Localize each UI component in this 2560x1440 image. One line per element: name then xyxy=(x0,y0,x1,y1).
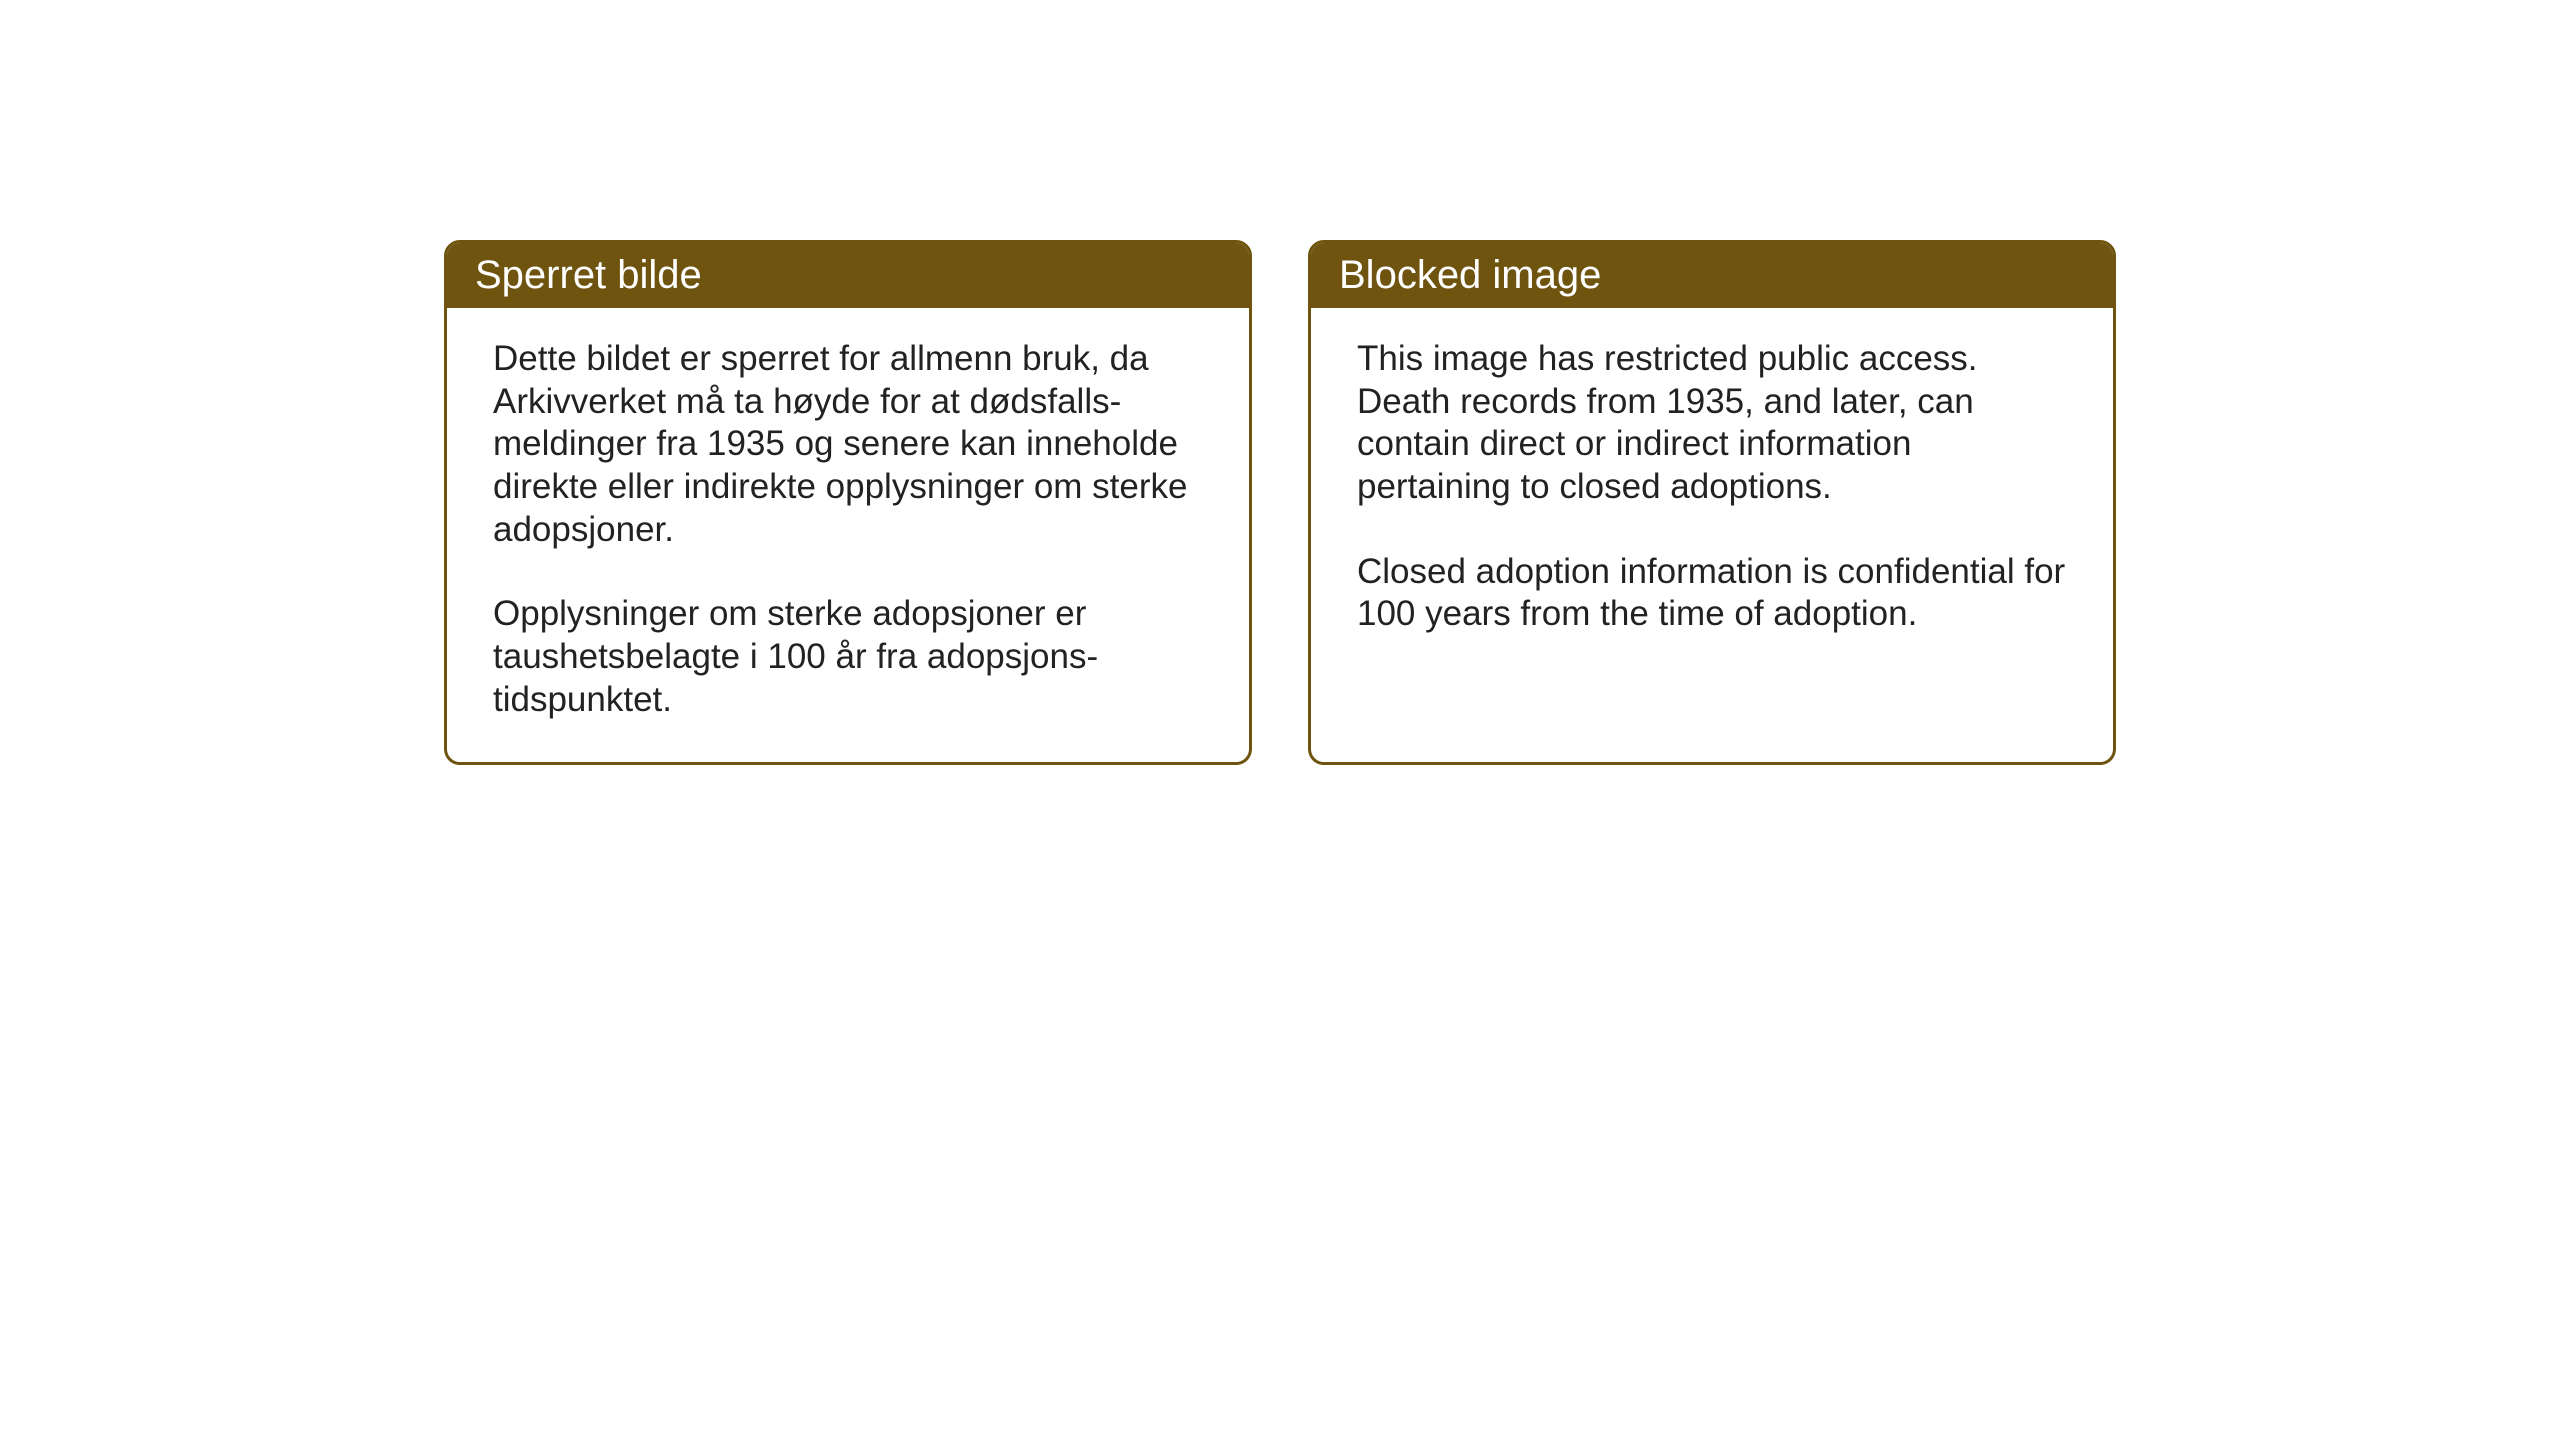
card-header-english: Blocked image xyxy=(1311,243,2113,308)
blocked-notice-card-english: Blocked image This image has restricted … xyxy=(1308,240,2116,765)
blocked-notice-card-norwegian: Sperret bilde Dette bildet er sperret fo… xyxy=(444,240,1252,765)
notice-paragraph-2: Closed adoption information is confident… xyxy=(1357,551,2067,636)
notice-paragraph-2: Opplysninger om sterke adopsjoner er tau… xyxy=(493,593,1203,721)
notice-paragraph-1: Dette bildet er sperret for allmenn bruk… xyxy=(493,338,1203,551)
card-body-english: This image has restricted public access.… xyxy=(1311,308,2113,728)
card-body-norwegian: Dette bildet er sperret for allmenn bruk… xyxy=(447,308,1249,762)
notice-container: Sperret bilde Dette bildet er sperret fo… xyxy=(444,240,2116,765)
notice-paragraph-1: This image has restricted public access.… xyxy=(1357,338,2067,509)
card-title: Sperret bilde xyxy=(475,253,702,297)
card-header-norwegian: Sperret bilde xyxy=(447,243,1249,308)
card-title: Blocked image xyxy=(1339,253,1601,297)
